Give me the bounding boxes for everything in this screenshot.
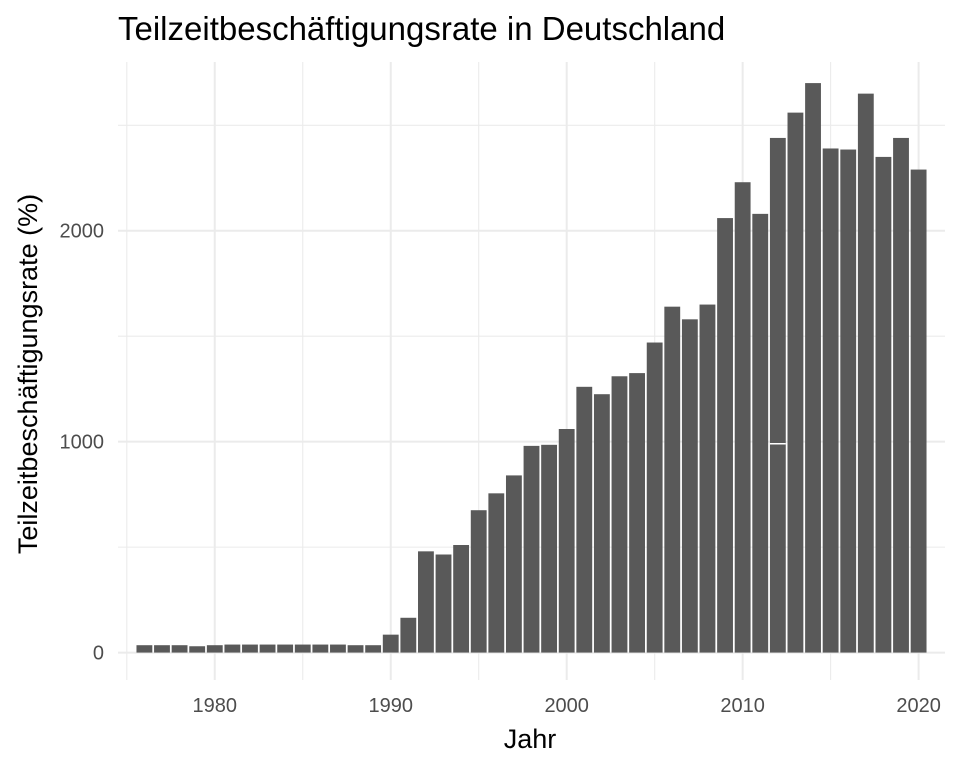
bar-1991	[400, 617, 417, 653]
x-tick-label: 2000	[544, 695, 589, 717]
bar-1989	[365, 645, 382, 653]
y-tick-label: 2000	[60, 221, 105, 243]
bar-1988	[347, 645, 364, 653]
y-tick-label: 0	[93, 643, 104, 665]
bar-2000	[558, 429, 575, 653]
bar-2009	[717, 218, 733, 653]
bar-1980	[206, 645, 223, 653]
bar-1995	[470, 510, 487, 653]
bar-2002	[593, 394, 610, 653]
bar-1994	[453, 545, 470, 653]
bar-2020	[910, 169, 927, 653]
bar-2014	[805, 83, 821, 653]
x-tick-label: 2020	[896, 695, 941, 717]
bar-1985	[294, 644, 311, 653]
bar-2018	[875, 156, 892, 653]
bar-2007	[681, 319, 698, 653]
bar-1998	[523, 445, 540, 653]
chart-title: Teilzeitbeschäftigungsrate in Deutschlan…	[118, 10, 725, 47]
y-tick-label: 1000	[60, 432, 105, 454]
x-tick-label: 1980	[193, 695, 238, 717]
bar-2012	[769, 137, 786, 653]
bar-1976	[136, 645, 153, 653]
bar-1987	[330, 644, 346, 653]
x-tick-label: 1990	[368, 695, 413, 717]
bar-1984	[277, 644, 294, 653]
bar-1977	[154, 645, 170, 653]
x-axis-ticks: 1980 1990 2000 2010 2020	[193, 695, 941, 717]
bar-2013	[787, 112, 804, 653]
bar-1979	[189, 646, 206, 653]
bar-1993	[435, 554, 452, 653]
bar-1997	[505, 475, 522, 653]
bar-1982	[242, 644, 258, 653]
bar-2011	[752, 213, 769, 653]
bar-2001	[576, 386, 593, 653]
bar-1981	[224, 644, 241, 653]
bar-1996	[488, 493, 505, 653]
bar-2017	[857, 93, 874, 653]
bar-2008	[699, 304, 716, 653]
bar-1978	[171, 645, 188, 653]
bar-2006	[664, 306, 681, 653]
bar-2003	[611, 376, 628, 653]
bar-1983	[259, 644, 276, 653]
bars	[136, 83, 927, 653]
bar-1986	[312, 644, 329, 653]
y-axis-title: Teilzeitbeschäftigungsrate (%)	[13, 194, 43, 554]
bar-1999	[541, 444, 558, 653]
bar-2015	[822, 148, 839, 653]
bar-1992	[418, 551, 434, 653]
bar-1990	[382, 634, 399, 653]
bar-2005	[646, 342, 663, 653]
bar-2019	[893, 137, 909, 653]
x-tick-label: 2010	[720, 695, 765, 717]
y-axis-ticks: 0 1000 2000	[60, 221, 105, 665]
bar-2016	[840, 149, 857, 653]
x-axis-title: Jahr	[504, 724, 557, 754]
bar-2004	[629, 373, 645, 653]
bar-2010	[734, 182, 751, 653]
